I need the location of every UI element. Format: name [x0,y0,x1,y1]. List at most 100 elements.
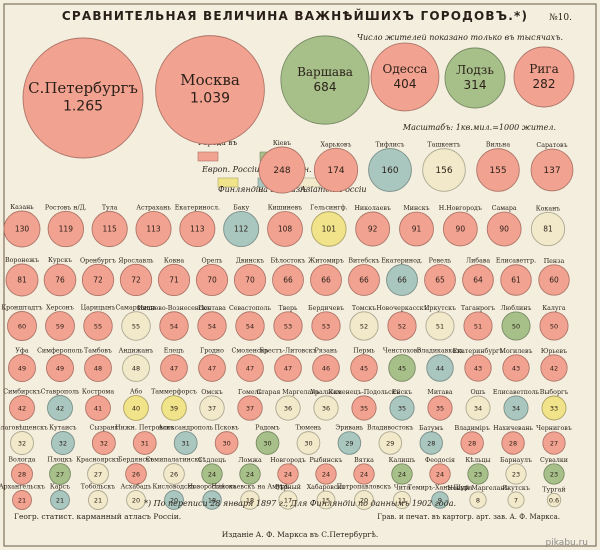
city-value: 24 [360,470,368,478]
city-bubble [460,431,484,455]
city-value: 24 [208,470,216,478]
city-bubble [378,431,403,455]
city-name: Могилевъ [499,348,532,355]
city-name: Херсонъ [46,305,74,312]
city-name: Владимiръ [454,425,489,432]
city-value: 76 [55,276,65,285]
city-name: С.Петербургъ [28,79,138,97]
city-name: Екатеринбургъ [453,348,504,355]
city-value: 31 [182,439,190,447]
city-name: Елисаветполь [493,389,540,396]
city-name: Оренбургъ [80,257,116,264]
city-bubble [541,395,567,421]
city-bubble [277,463,299,485]
city-name: Таммерфорсъ [151,389,197,396]
city-bubble [350,354,378,382]
city-value: 314 [464,78,487,92]
city-name: Астрахань [136,204,171,211]
city-value: 155 [489,166,506,176]
city-value: 64 [473,276,483,285]
city-name: Николаевъ [354,205,390,212]
city-value: 37 [208,404,216,412]
city-bubble [81,263,115,297]
city-name: Уфа [15,348,28,355]
city-name: Вятка [354,457,374,464]
city-bubble [355,211,391,247]
city-bubble [235,311,265,341]
city-value: 404 [394,77,417,91]
city-bubble [197,311,227,341]
city-name: Каменецъ-Подольскъ [328,389,399,396]
city-bubble [462,264,494,296]
city-name: Екатеринод. [381,258,423,265]
city-name: Гомель [238,389,263,396]
city-name: Новгородъ [270,457,306,464]
city-value: 24 [436,470,444,478]
city-bubble [11,463,33,485]
city-bubble [444,47,506,109]
city-bubble [388,354,416,382]
city-name: Иркутскъ [424,305,456,312]
chart-subtitle: Число жителей показано только въ тысячах… [357,33,563,42]
city-bubble [43,263,77,297]
city-name: Ревель [429,258,452,265]
city-bubble [5,263,39,297]
city-name: Нахичевань [493,425,533,432]
city-bubble [275,395,301,421]
city-name: Старая Маргеланъ [256,389,319,396]
city-name: Тюмень [295,425,322,432]
city-name: Либава [466,258,491,265]
city-name: Феодосiя [425,457,455,464]
city-bubble [214,431,239,455]
city-bubble [163,463,185,485]
city-name: Витебскъ [348,258,379,265]
city-name: Иваново-Вознесенскъ [138,305,211,312]
city-value: 66 [359,276,369,285]
city-name: Вологда [8,457,35,464]
city-bubble [255,431,280,455]
city-name: Бердичевъ [308,305,344,312]
city-bubble [505,463,527,485]
city-value: 81 [17,276,27,285]
city-name: Тула [102,204,118,211]
city-name: Уральскъ [310,389,341,396]
city-value: 23 [512,470,520,478]
city-value: 48 [94,364,102,372]
city-value: 26 [170,470,178,478]
city-value: 55 [132,322,140,330]
city-name: Гродно [200,348,224,355]
city-name: Воронежъ [5,257,39,264]
city-bubble [513,46,575,108]
city-bubble [258,146,306,194]
city-name: Житомиръ [308,258,344,265]
city-name: Владикавказъ [417,348,464,355]
city-bubble [542,431,566,455]
city-name: Ейскъ [392,389,412,396]
city-name: Або [130,389,143,396]
city-name: Ярославль [118,257,154,264]
city-value: 46 [322,364,330,372]
city-bubble [135,210,172,248]
city-value: 40 [132,404,140,412]
city-bubble [202,490,222,510]
city-value: 0.6 [549,496,559,504]
city-value: 282 [533,77,556,91]
city-name: Люблинъ [501,305,532,312]
city-bubble [47,210,85,248]
city-bubble [280,35,370,125]
city-bubble [125,463,147,485]
city-name: Новый Маргеланъ [447,485,508,492]
city-name: Новочеркасскъ [376,305,427,312]
city-value: 59 [56,322,64,330]
city-value: 70 [207,276,217,285]
city-value: 32 [59,439,67,447]
city-value: 35 [436,404,444,412]
city-bubble [91,210,128,248]
city-name: Владивостокъ [367,425,414,432]
city-bubble [313,395,339,421]
city-name: Москва [180,71,240,89]
city-value: 92 [368,225,378,234]
legend-swatch [217,177,239,188]
city-bubble [278,490,298,510]
city-bubble [84,354,112,382]
